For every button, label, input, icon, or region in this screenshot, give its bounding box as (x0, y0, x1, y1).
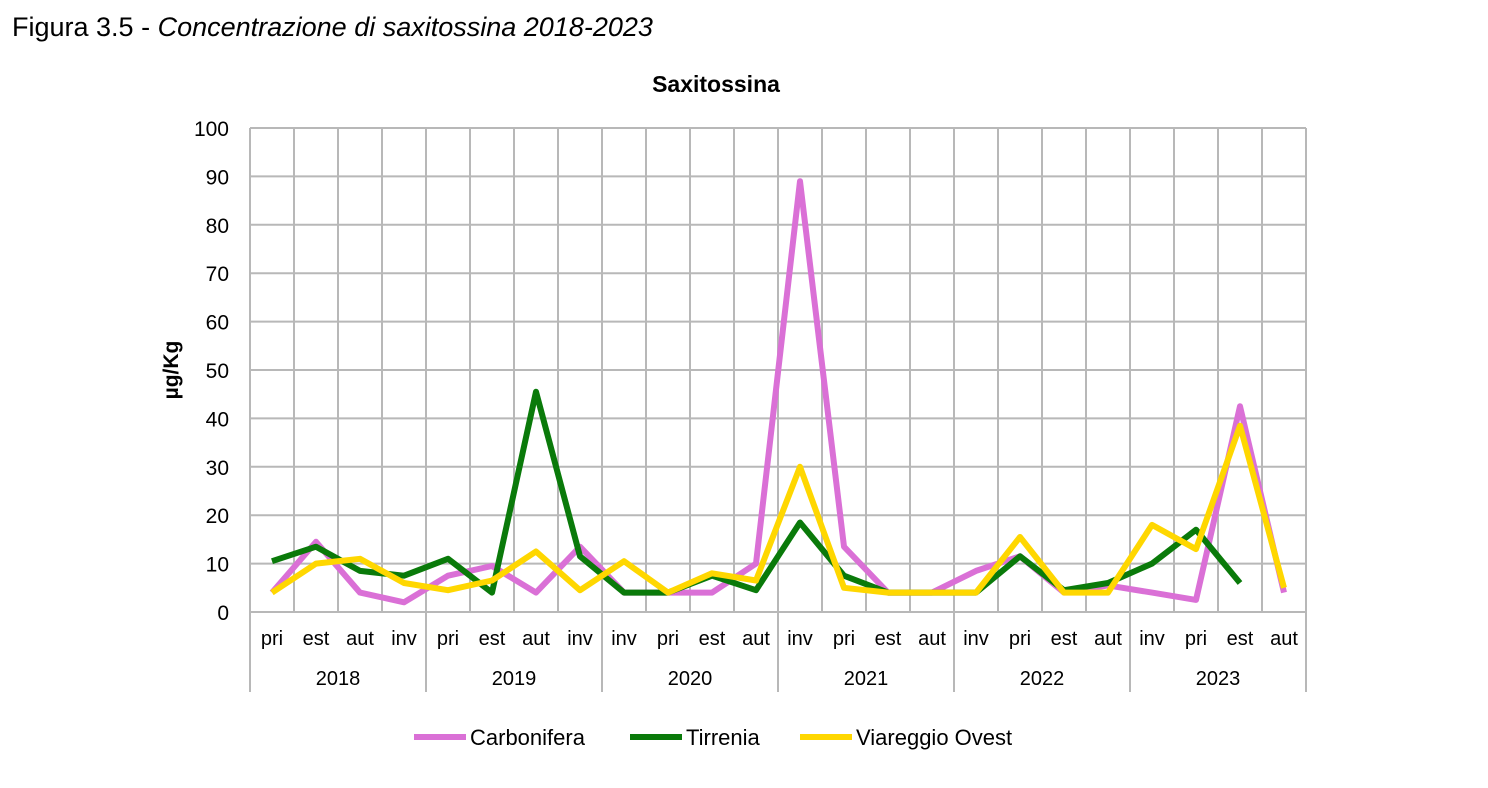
x-category-label: est (1051, 628, 1078, 650)
x-category-label: est (699, 628, 726, 650)
x-category-label: est (303, 628, 330, 650)
x-category-label: pri (437, 628, 459, 650)
x-category-label: inv (1139, 628, 1165, 650)
chart-gridlines (249, 127, 1307, 613)
x-category-label: aut (742, 628, 770, 650)
x-category-label: aut (522, 628, 550, 650)
y-tick-label: 90 (206, 166, 229, 189)
series-line-tirrenia (271, 388, 1243, 596)
x-year-label: 2019 (492, 668, 537, 690)
x-category-label: pri (657, 628, 679, 650)
y-tick-label: 70 (206, 263, 229, 286)
y-tick-label: 0 (217, 602, 229, 625)
y-tick-label: 10 (206, 554, 229, 577)
x-category-label: aut (1094, 628, 1122, 650)
x-category-label: pri (261, 628, 283, 650)
y-tick-label: 30 (206, 457, 229, 480)
y-tick-label: 100 (194, 118, 229, 141)
x-category-label: aut (918, 628, 946, 650)
y-tick-label: 80 (206, 215, 229, 238)
legend-label-tirrenia: Tirrenia (686, 725, 761, 750)
legend-label-viareggio-ovest: Viareggio Ovest (856, 725, 1012, 750)
y-tick-label: 50 (206, 360, 229, 383)
chart-series (269, 178, 1287, 606)
x-category-label: pri (1009, 628, 1031, 650)
x-category-label: aut (346, 628, 374, 650)
x-category-label: pri (833, 628, 855, 650)
legend-label-carbonifera: Carbonifera (470, 725, 586, 750)
chart-legend: Carbonifera Tirrenia Viareggio Ovest (414, 725, 1012, 750)
x-year-label: 2022 (1020, 668, 1065, 690)
y-tick-label: 20 (206, 505, 229, 528)
x-category-label: est (1227, 628, 1254, 650)
y-tick-label: 60 (206, 312, 229, 335)
series-line-viareggio-ovest (270, 422, 1287, 596)
x-year-label: 2018 (316, 668, 361, 690)
figure-caption: Figura 3.5 - Concentrazione di saxitossi… (12, 10, 653, 44)
x-category-label: est (875, 628, 902, 650)
x-category-label: inv (391, 628, 417, 650)
x-category-label: inv (963, 628, 989, 650)
y-tick-label: 40 (206, 408, 229, 431)
x-year-label: 2023 (1196, 668, 1241, 690)
x-category-label: inv (567, 628, 593, 650)
y-axis-title: µg/Kg (160, 341, 183, 400)
figure-caption-subtitle: Concentrazione di saxitossina 2018-2023 (157, 12, 653, 42)
x-year-label: 2021 (844, 668, 889, 690)
x-category-label: inv (611, 628, 637, 650)
x-category-label: aut (1270, 628, 1298, 650)
chart-title: Saxitossina (652, 71, 780, 97)
x-year-label: 2020 (668, 668, 713, 690)
x-category-label: est (479, 628, 506, 650)
x-category-label: inv (787, 628, 813, 650)
x-category-label: pri (1185, 628, 1207, 650)
figure-caption-prefix: Figura 3.5 - (12, 12, 151, 42)
